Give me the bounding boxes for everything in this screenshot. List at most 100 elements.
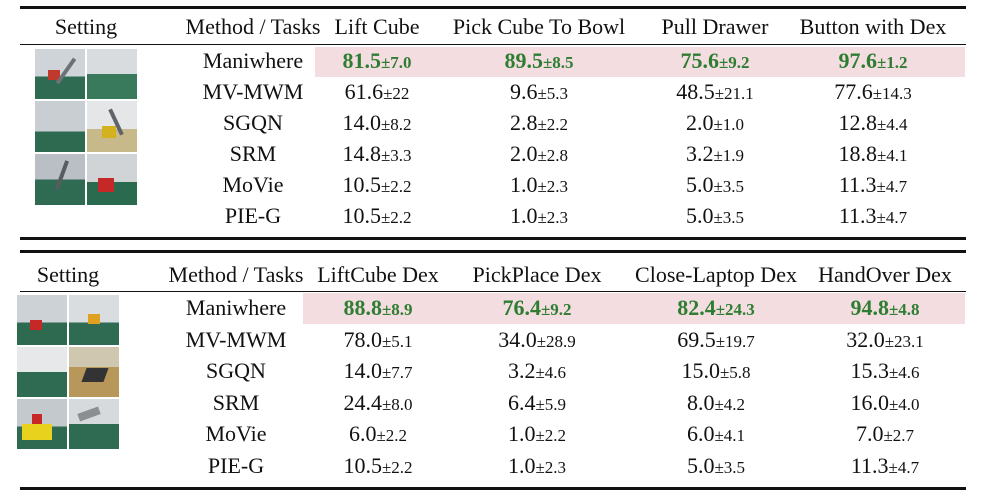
score-std: ±19.7 xyxy=(715,331,755,351)
score-std: ±4.1 xyxy=(714,426,746,445)
score-std: ±5.1 xyxy=(381,331,413,351)
score-mean: 10.5 xyxy=(342,172,381,197)
score-cell: 1.0±2.3 xyxy=(510,203,568,231)
method-name: MoVie xyxy=(222,172,284,197)
score-std: ±4.1 xyxy=(876,146,908,165)
method-name: MV-MWM xyxy=(202,79,304,104)
method-name: Maniwhere xyxy=(202,48,304,73)
score-mean: 2.0 xyxy=(685,110,714,135)
score-mean: 10.5 xyxy=(342,203,381,228)
score-cell: 5.0±3.5 xyxy=(686,172,744,200)
score-std: ±2.2 xyxy=(537,115,569,134)
score-cell: 14.0±8.2 xyxy=(342,110,411,138)
score-std: ±4.7 xyxy=(888,457,920,477)
score-mean: 6.4 xyxy=(507,389,536,415)
score-cell: 7.0±2.7 xyxy=(856,421,914,449)
score-mean: 5.0 xyxy=(685,172,714,197)
score-cell: 97.6±1.2 xyxy=(838,48,907,76)
score-cell: 12.8±4.4 xyxy=(838,110,907,138)
top-rule xyxy=(20,250,966,253)
results-table-1: Setting Method / Tasks Lift Cube Pick Cube … xyxy=(20,6,966,240)
score-cell: 5.0±3.5 xyxy=(686,203,744,231)
method-name: MV-MWM xyxy=(185,326,287,352)
dexterous-hand-scenes-thumbnail xyxy=(16,294,120,450)
bottom-rule xyxy=(20,487,966,490)
score-std: ±8.2 xyxy=(380,115,412,134)
score-mean: 48.5 xyxy=(676,79,715,104)
score-cell: 6.0±4.1 xyxy=(687,421,745,449)
score-std: ±5.9 xyxy=(535,394,567,414)
score-mean: 61.6 xyxy=(344,79,384,104)
score-cell: 3.2±1.9 xyxy=(686,141,744,169)
top-rule xyxy=(20,6,966,9)
score-cell: 81.5±7.0 xyxy=(342,48,411,76)
score-std: ±8.9 xyxy=(381,300,413,319)
score-cell: 16.0±4.0 xyxy=(850,390,919,418)
score-mean: 77.6 xyxy=(834,79,873,104)
method-name: PIE-G xyxy=(224,203,282,228)
score-cell: 10.5±2.2 xyxy=(343,453,412,481)
score-cell: 14.8±3.3 xyxy=(342,141,411,169)
score-cell: 3.2±4.6 xyxy=(508,358,566,386)
score-std: ±4.2 xyxy=(714,394,746,414)
score-cell: 11.3±4.7 xyxy=(851,453,919,481)
score-mean: 11.3 xyxy=(838,203,877,228)
method-name: MoVie xyxy=(205,421,267,446)
score-std: ±1.9 xyxy=(713,146,745,165)
score-mean: 75.6 xyxy=(680,48,719,73)
column-header: Pick Cube To Bowl xyxy=(452,14,626,39)
bottom-rule xyxy=(20,237,966,240)
score-cell: 76.4±9.2 xyxy=(502,295,571,323)
score-cell: 18.8±4.1 xyxy=(838,141,907,169)
score-mean: 9.6 xyxy=(509,79,538,104)
score-cell: 8.0±4.2 xyxy=(687,390,745,418)
score-mean: 5.0 xyxy=(685,203,714,228)
column-header: Pull Drawer xyxy=(661,14,769,39)
score-std: ±4.7 xyxy=(876,208,908,227)
score-mean: 3.2 xyxy=(507,358,536,383)
score-mean: 11.3 xyxy=(838,172,877,197)
score-cell: 89.5±8.5 xyxy=(504,48,573,76)
score-std: ±2.3 xyxy=(537,177,569,196)
score-cell: 11.3±4.7 xyxy=(839,203,907,231)
score-std: ±1.2 xyxy=(876,53,908,72)
score-mean: 94.8 xyxy=(850,295,889,320)
score-mean: 14.8 xyxy=(342,141,381,166)
best-row-highlight xyxy=(303,293,965,324)
score-cell: 88.8±8.9 xyxy=(343,295,412,323)
score-cell: 2.0±2.8 xyxy=(510,141,568,169)
score-cell: 10.5±2.2 xyxy=(342,203,411,231)
score-std: ±9.2 xyxy=(718,53,750,72)
column-header: Setting xyxy=(54,14,118,39)
score-cell: 61.6±22 xyxy=(345,79,410,107)
score-mean: 81.5 xyxy=(342,48,381,73)
score-std: ±5.8 xyxy=(719,363,751,382)
score-mean: 89.5 xyxy=(504,48,543,73)
score-cell: 82.4±24.3 xyxy=(677,295,755,323)
score-std: ±2.2 xyxy=(535,426,567,445)
score-std: ±8.0 xyxy=(381,394,413,414)
method-name: SGQN xyxy=(206,358,266,383)
score-mean: 1.0 xyxy=(507,452,536,478)
score-cell: 34.0±28.9 xyxy=(498,327,576,355)
score-cell: 11.3±4.7 xyxy=(839,172,907,200)
score-cell: 1.0±2.2 xyxy=(508,421,566,449)
method-name: PIE-G xyxy=(207,452,265,478)
score-std: ±2.2 xyxy=(376,426,408,445)
score-mean: 3.2 xyxy=(685,141,714,166)
score-std: ±4.6 xyxy=(535,363,567,382)
score-mean: 88.8 xyxy=(343,295,382,320)
header-rule xyxy=(20,44,966,45)
score-mean: 24.4 xyxy=(343,389,382,415)
score-mean: 2.8 xyxy=(509,110,538,135)
score-std: ±14.3 xyxy=(872,84,912,103)
score-std: ±9.2 xyxy=(540,300,572,319)
score-std: ±24.3 xyxy=(715,300,755,319)
column-header: Setting xyxy=(36,262,100,287)
score-std: ±2.8 xyxy=(537,146,569,165)
score-cell: 1.0±2.3 xyxy=(510,172,568,200)
score-mean: 32.0 xyxy=(846,326,885,352)
score-std: ±2.7 xyxy=(883,426,915,445)
method-name: Maniwhere xyxy=(185,295,287,320)
score-std: ±21.1 xyxy=(714,84,754,103)
